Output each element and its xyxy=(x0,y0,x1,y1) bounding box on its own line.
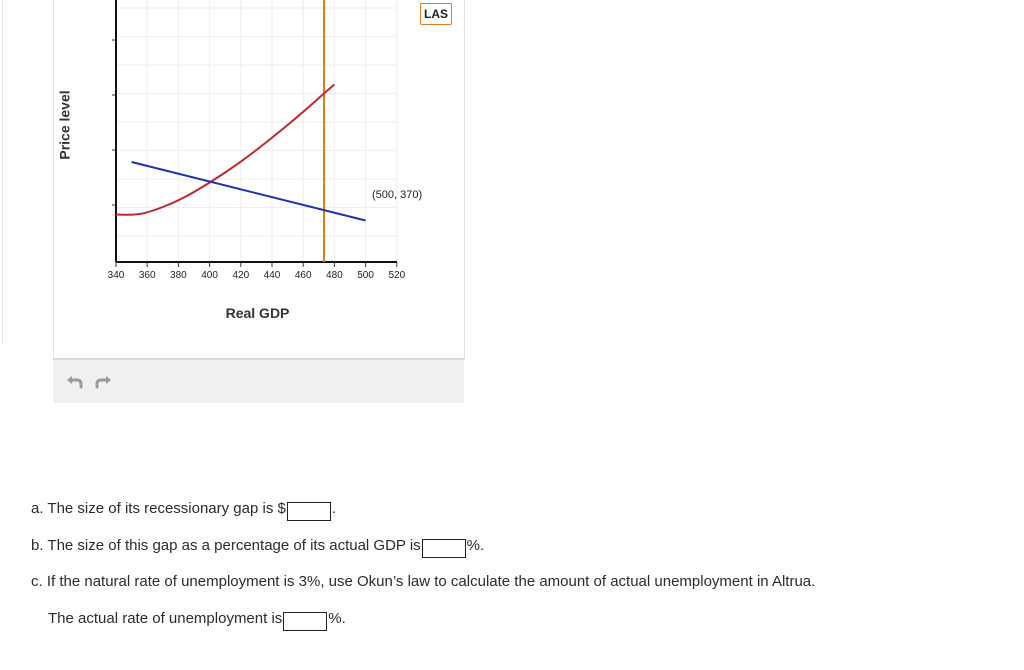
question-a: a. The size of its recessionary gap is $… xyxy=(31,500,336,521)
x-tick-label: 420 xyxy=(232,270,249,281)
x-axis-label: Real GDP xyxy=(225,305,290,321)
question-c: c. If the natural rate of unemployment i… xyxy=(31,573,815,590)
page-left-rule xyxy=(0,0,3,345)
point-label: (500, 370) xyxy=(372,189,423,201)
x-tick-label: 460 xyxy=(295,270,312,281)
gap-percent-input[interactable] xyxy=(421,539,466,558)
undo-icon[interactable] xyxy=(65,372,85,392)
x-tick-label: 480 xyxy=(326,270,343,281)
las-label[interactable]: LAS xyxy=(420,3,452,25)
question-d-suffix: %. xyxy=(328,610,346,627)
question-c-text: c. If the natural rate of unemployment i… xyxy=(31,573,816,590)
unemployment-rate-input[interactable] xyxy=(283,612,328,631)
y-axis-label-wrap: Price level xyxy=(40,0,90,250)
x-tick-label: 440 xyxy=(264,270,281,281)
blue-curve xyxy=(131,161,366,222)
chart-svg: 340 360 380 400 420 440 460 480 500 520 xyxy=(108,0,406,281)
redo-icon[interactable] xyxy=(93,372,113,392)
x-tick-label: 380 xyxy=(170,270,187,281)
red-curve xyxy=(115,83,336,216)
x-tick-label: 500 xyxy=(357,270,374,281)
question-a-suffix: . xyxy=(331,500,337,517)
gap-dollar-input[interactable] xyxy=(286,502,331,521)
x-tick-label: 360 xyxy=(139,270,156,281)
question-b-suffix: %. xyxy=(466,537,485,554)
y-axis-label: Price level xyxy=(57,90,73,160)
question-b-text: b. The size of this gap as a percentage … xyxy=(31,537,421,554)
question-d-text: The actual rate of unemployment is xyxy=(48,610,283,627)
question-d: The actual rate of unemployment is%. xyxy=(48,610,346,631)
question-a-text: a. The size of its recessionary gap is $ xyxy=(31,500,286,517)
x-tick-label: 520 xyxy=(388,270,405,281)
question-b: b. The size of this gap as a percentage … xyxy=(31,537,484,558)
graph-toolbar xyxy=(53,360,464,403)
x-tick-label: 400 xyxy=(201,270,218,281)
x-tick-label: 340 xyxy=(108,270,125,281)
